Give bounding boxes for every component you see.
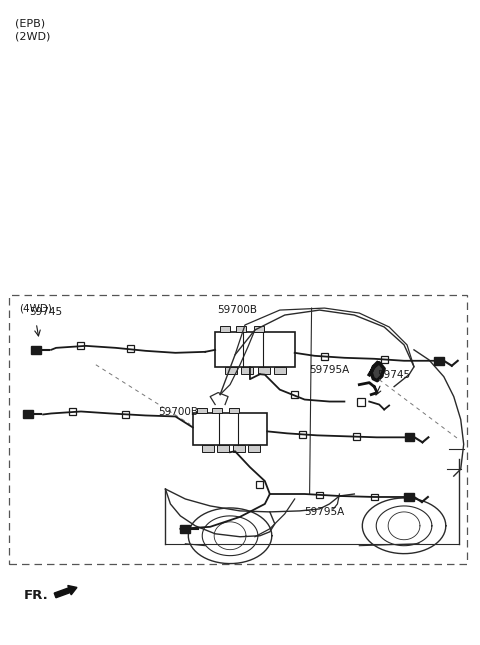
Text: 59795A: 59795A [305,507,345,517]
Bar [233,445,245,452]
Bar [316,491,323,499]
Bar [275,367,287,374]
Bar [404,493,414,501]
Bar [193,413,267,445]
Bar [127,345,134,352]
Bar [381,356,388,363]
Bar [357,397,365,406]
Bar [291,391,298,398]
Text: (EPB)
(2WD): (EPB) (2WD) [15,19,51,41]
Bar [248,445,260,452]
Text: FR.: FR. [23,589,48,602]
Bar [321,353,328,361]
Bar [197,408,207,413]
Bar [220,326,229,332]
Text: 59745: 59745 [377,370,410,380]
Bar [259,367,270,374]
Bar [70,408,76,415]
Bar [254,326,264,332]
Bar [236,326,246,332]
Text: 59700B: 59700B [217,304,257,315]
Bar [31,346,41,354]
Text: 59700B: 59700B [158,408,198,417]
Bar [202,445,214,452]
Bar [215,332,295,367]
Bar [353,433,360,440]
Bar [225,367,237,374]
Polygon shape [369,362,384,381]
Bar [216,445,228,452]
Bar [241,367,253,374]
Bar [371,493,378,501]
Bar [180,525,190,533]
Bar [77,342,84,350]
Bar [299,431,306,438]
Text: 59745: 59745 [29,307,62,317]
Bar [405,433,415,441]
FancyArrow shape [54,586,77,598]
Text: 59795A: 59795A [310,364,350,375]
Bar [122,411,129,418]
Bar [434,357,444,365]
Bar [212,408,222,413]
Bar [9,295,467,564]
Bar [256,481,264,488]
Bar [229,408,239,413]
Text: (4WD): (4WD) [19,303,52,313]
Bar [23,410,33,419]
